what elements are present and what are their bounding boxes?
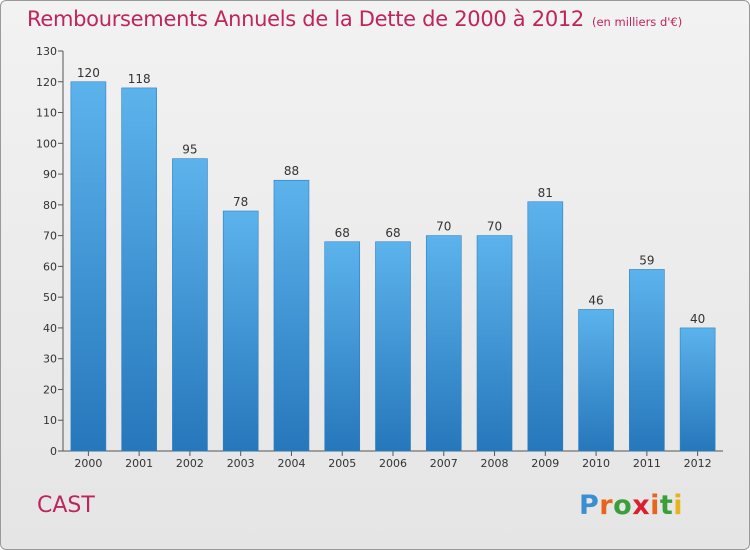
chart-title: Remboursements Annuels de la Dette de 20…	[27, 7, 584, 31]
y-tick-label: 80	[43, 199, 57, 212]
bar	[273, 179, 310, 452]
x-tick-label: 2003	[227, 457, 255, 470]
y-tick-label: 120	[36, 76, 57, 89]
bar	[324, 241, 361, 452]
x-tick-label: 2008	[481, 457, 509, 470]
commune-name: CAST	[37, 493, 95, 518]
y-tick-label: 60	[43, 260, 57, 273]
x-tick-label: 2009	[531, 457, 559, 470]
title-row: Remboursements Annuels de la Dette de 20…	[27, 7, 682, 31]
y-tick-label: 50	[43, 291, 57, 304]
data-label: 68	[385, 226, 400, 240]
bar	[172, 158, 208, 452]
data-label: 88	[284, 164, 299, 178]
y-tick-label: 0	[50, 445, 57, 458]
x-tick-label: 2000	[74, 457, 102, 470]
bar	[679, 327, 716, 452]
data-label: 46	[588, 293, 603, 307]
x-tick-label: 2010	[582, 457, 610, 470]
y-tick-label: 110	[36, 107, 57, 120]
bar	[121, 87, 157, 452]
data-label: 95	[182, 143, 197, 157]
x-tick-label: 2004	[277, 457, 305, 470]
y-tick-label: 100	[36, 137, 57, 150]
bars	[70, 81, 716, 452]
data-label: 59	[639, 253, 654, 267]
x-tick-label: 2005	[328, 457, 356, 470]
bar	[527, 201, 564, 452]
bar	[70, 81, 107, 452]
logo-letter: P	[579, 490, 600, 521]
bar	[629, 269, 665, 452]
chart-subtitle: (en milliers d'€)	[592, 15, 683, 29]
logo-letter: r	[599, 490, 614, 521]
axes: 0 10 20 30 40 50 60 70 80 90 100 110 120 130 2000 2001 2…	[36, 45, 723, 470]
logo-letter: o	[613, 490, 633, 521]
logo-letter: x	[632, 490, 651, 521]
logo-letter: i	[650, 490, 660, 521]
bar	[476, 235, 513, 452]
x-tick-label: 2001	[125, 457, 153, 470]
data-label: 81	[538, 186, 553, 200]
bar	[222, 210, 259, 452]
data-label: 68	[335, 226, 350, 240]
proxiti-logo[interactable]: Proxiti	[579, 490, 683, 521]
data-label: 70	[436, 220, 451, 234]
logo-letter: t	[659, 490, 674, 521]
bar	[578, 309, 614, 452]
data-label: 40	[690, 312, 705, 326]
y-tick-label: 20	[43, 383, 57, 396]
data-label: 118	[128, 72, 151, 86]
data-label: 78	[233, 195, 248, 209]
y-tick-label: 10	[43, 414, 57, 427]
y-tick-label: 130	[36, 45, 57, 58]
data-labels: 120 118 95 78 88 68 68 70 70 81 46 59 40	[77, 66, 705, 326]
x-tick-label: 2006	[379, 457, 407, 470]
data-label: 70	[487, 220, 502, 234]
y-tick-label: 30	[43, 353, 57, 366]
x-tick-label: 2012	[684, 457, 712, 470]
x-tick-label: 2011	[633, 457, 661, 470]
bar	[425, 235, 462, 452]
bar	[375, 241, 411, 452]
x-tick-label: 2002	[176, 457, 204, 470]
y-tick-label: 40	[43, 322, 57, 335]
x-tick-label: 2007	[430, 457, 458, 470]
data-label: 120	[77, 66, 100, 80]
logo-letter: i	[673, 490, 684, 521]
y-tick-label: 90	[43, 168, 57, 181]
y-tick-label: 70	[43, 230, 57, 243]
